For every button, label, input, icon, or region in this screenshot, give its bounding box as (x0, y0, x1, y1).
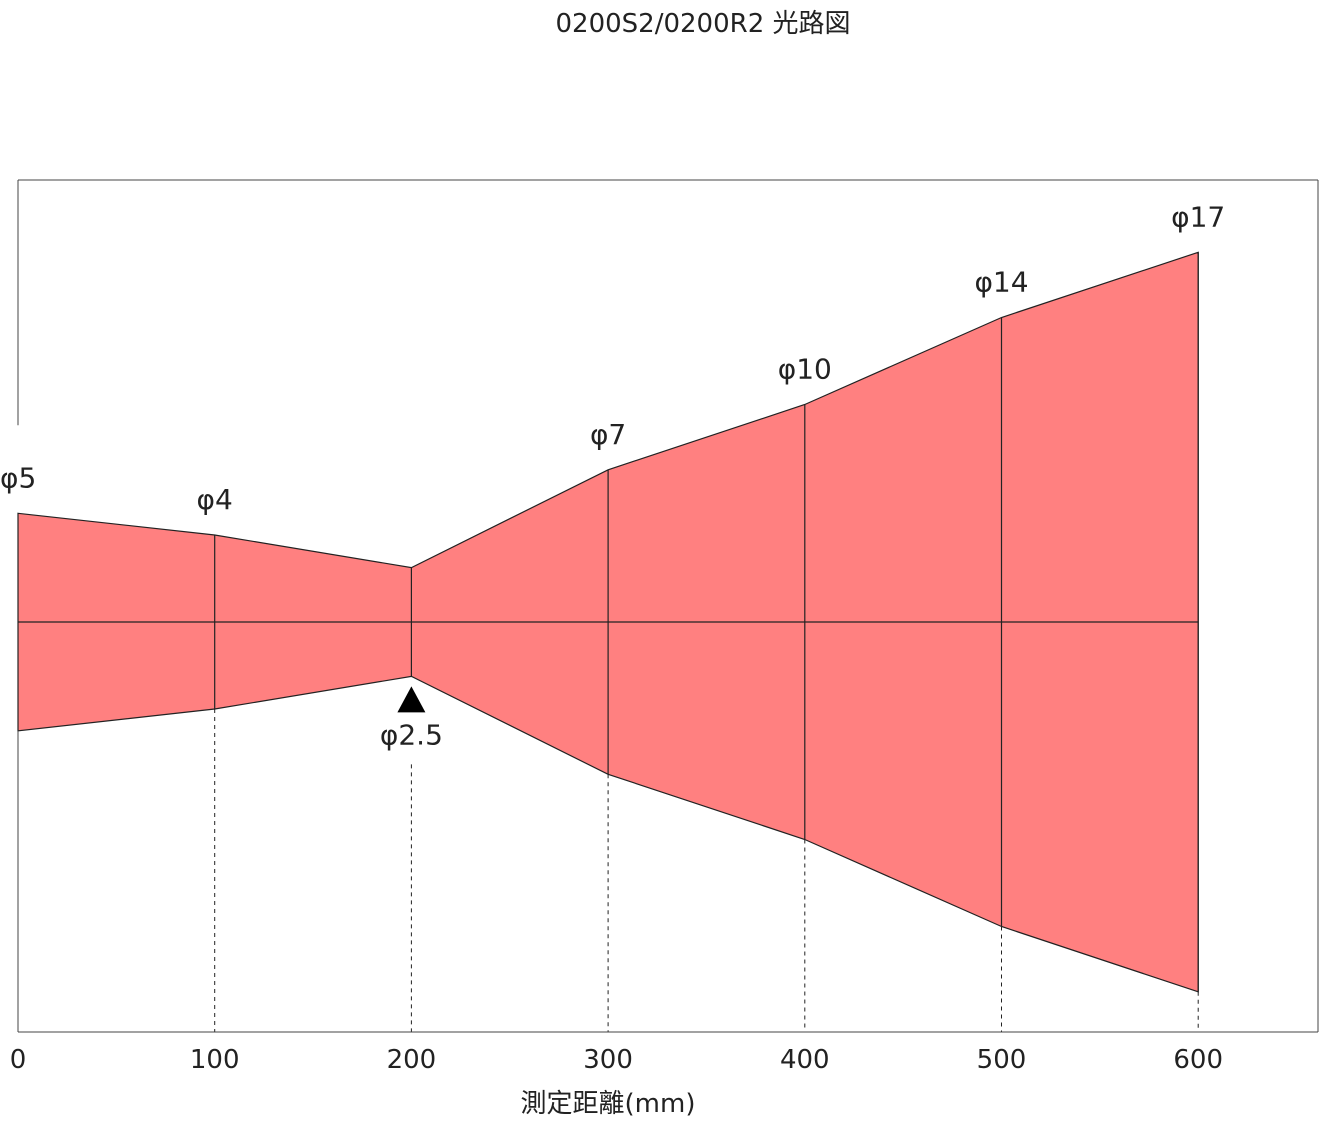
diameter-label: φ14 (974, 266, 1028, 299)
diameter-label: φ7 (590, 418, 626, 451)
x-tick-label: 200 (387, 1045, 437, 1075)
diameter-label: φ5 (0, 461, 36, 494)
x-tick-label: 100 (190, 1045, 240, 1075)
beam-layer (17, 251, 1199, 993)
focus-marker (397, 686, 426, 713)
x-tick-label: 300 (583, 1045, 633, 1075)
diameter-label: φ4 (197, 483, 233, 516)
x-tick-label: 600 (1173, 1045, 1223, 1075)
guide-layer (214, 709, 1199, 1032)
frame-layer (17, 179, 1319, 1033)
label-layer: 0 100 200 300 400 500 600 φ5 φ4 φ2.5 φ7 φ10 φ14 φ17 (0, 200, 1225, 1075)
x-tick-label: 500 (977, 1045, 1027, 1075)
diameter-label: φ17 (1171, 200, 1225, 233)
chart-title: 0200S2/0200R2 光路図 (555, 9, 850, 39)
diameter-label: φ2.5 (380, 718, 443, 751)
x-tick-label: 0 (10, 1045, 27, 1075)
x-tick-label: 400 (780, 1045, 830, 1075)
x-axis-title: 測定距離(mm) (521, 1089, 696, 1119)
diameter-label: φ10 (778, 353, 832, 386)
